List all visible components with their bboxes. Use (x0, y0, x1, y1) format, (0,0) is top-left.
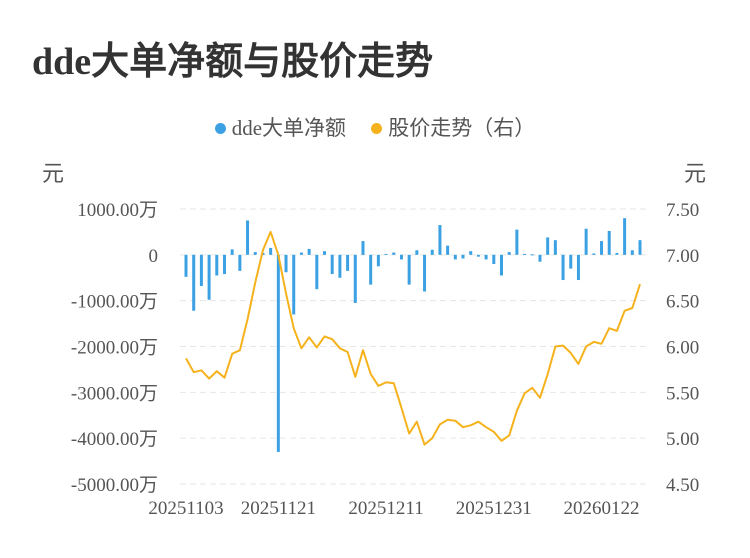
bar-55 (607, 231, 611, 255)
chart-title: dde大单净额与股价走势 (32, 41, 434, 83)
bar-38 (476, 254, 480, 257)
bar-18 (323, 251, 327, 255)
bar-59 (638, 240, 642, 255)
right-tick-label-3: 6.00 (666, 338, 699, 359)
legend-label-dde: dde大单净额 (231, 116, 347, 140)
legend-item-price[interactable]: 股价走势（右） (371, 112, 535, 142)
legend-item-dde[interactable]: dde大单净额 (214, 112, 347, 142)
bar-17 (315, 254, 319, 290)
bar-27 (392, 252, 396, 255)
bar-46 (538, 254, 542, 262)
bar-8 (246, 220, 250, 255)
bar-36 (461, 254, 465, 259)
bar-48 (553, 240, 557, 255)
bar-35 (453, 254, 457, 260)
bar-24 (369, 254, 373, 285)
bar-13 (284, 254, 288, 273)
legend-label-price: 股价走势（右） (388, 116, 536, 140)
bar-5 (222, 254, 226, 275)
legend-dot-dde (214, 122, 226, 134)
right-tick-label-1: 7.00 (666, 246, 699, 267)
bar-44 (523, 253, 527, 255)
bar-0 (184, 254, 188, 277)
bar-41 (499, 254, 503, 276)
bar-3 (207, 254, 211, 300)
left-tick-label-5: -4000.00万 (71, 429, 158, 450)
bar-19 (330, 254, 334, 275)
bar-51 (576, 254, 580, 281)
bar-22 (353, 254, 357, 303)
bar-57 (623, 218, 627, 255)
bar-58 (630, 250, 634, 255)
bar-26 (384, 253, 388, 255)
bar-32 (430, 249, 434, 255)
x-tick-label-1: 20251121 (241, 498, 316, 519)
left-tick-label-6: -5000.00万 (71, 475, 158, 496)
bar-47 (546, 237, 550, 255)
bar-43 (515, 229, 519, 255)
bar-11 (269, 247, 273, 255)
bar-7 (238, 254, 242, 271)
bar-21 (346, 254, 350, 271)
left-axis-unit: 元 (42, 161, 65, 186)
bar-2 (199, 254, 203, 286)
left-tick-label-1: 0 (149, 246, 159, 267)
right-tick-label-2: 6.50 (666, 292, 699, 313)
right-tick-label-0: 7.50 (666, 200, 699, 221)
left-tick-label-4: -3000.00万 (71, 383, 158, 404)
bar-9 (253, 252, 257, 255)
bar-49 (561, 254, 565, 281)
left-tick-label-0: 1000.00万 (77, 200, 158, 221)
bar-14 (292, 254, 296, 315)
bar-52 (584, 228, 588, 255)
left-tick-label-3: -2000.00万 (71, 338, 158, 359)
bar-15 (299, 252, 303, 255)
bar-50 (569, 254, 573, 269)
bar-53 (592, 253, 596, 255)
legend: dde大单净额 股价走势（右） (0, 112, 750, 142)
x-tick-label-3: 20251231 (456, 498, 532, 519)
bar-42 (507, 252, 511, 255)
x-tick-label-0: 20251103 (148, 498, 223, 519)
bar-16 (307, 248, 311, 255)
legend-dot-price (371, 122, 383, 134)
left-tick-label-2: -1000.00万 (71, 292, 158, 313)
bar-23 (361, 241, 365, 255)
right-tick-label-4: 5.50 (666, 383, 699, 404)
bar-25 (376, 254, 380, 267)
bar-28 (399, 254, 403, 260)
bar-1 (192, 254, 196, 311)
bar-37 (469, 251, 473, 255)
bar-20 (338, 254, 342, 278)
bar-45 (530, 254, 534, 256)
bar-40 (492, 254, 496, 264)
bar-4 (215, 254, 219, 276)
right-axis-unit: 元 (684, 161, 707, 186)
right-tick-label-5: 5.00 (666, 429, 699, 450)
x-tick-label-4: 20260122 (564, 498, 640, 519)
bar-34 (446, 245, 450, 255)
bar-30 (415, 250, 419, 255)
bar-54 (600, 241, 604, 255)
bar-56 (615, 253, 619, 255)
bar-39 (484, 254, 488, 260)
bar-12 (276, 254, 280, 452)
price-line (185, 230, 641, 446)
bar-33 (438, 225, 442, 255)
bar-29 (407, 254, 411, 285)
bar-31 (423, 254, 427, 292)
bar-6 (230, 249, 234, 255)
x-tick-label-2: 20251211 (348, 498, 423, 519)
right-tick-label-6: 4.50 (666, 475, 699, 496)
